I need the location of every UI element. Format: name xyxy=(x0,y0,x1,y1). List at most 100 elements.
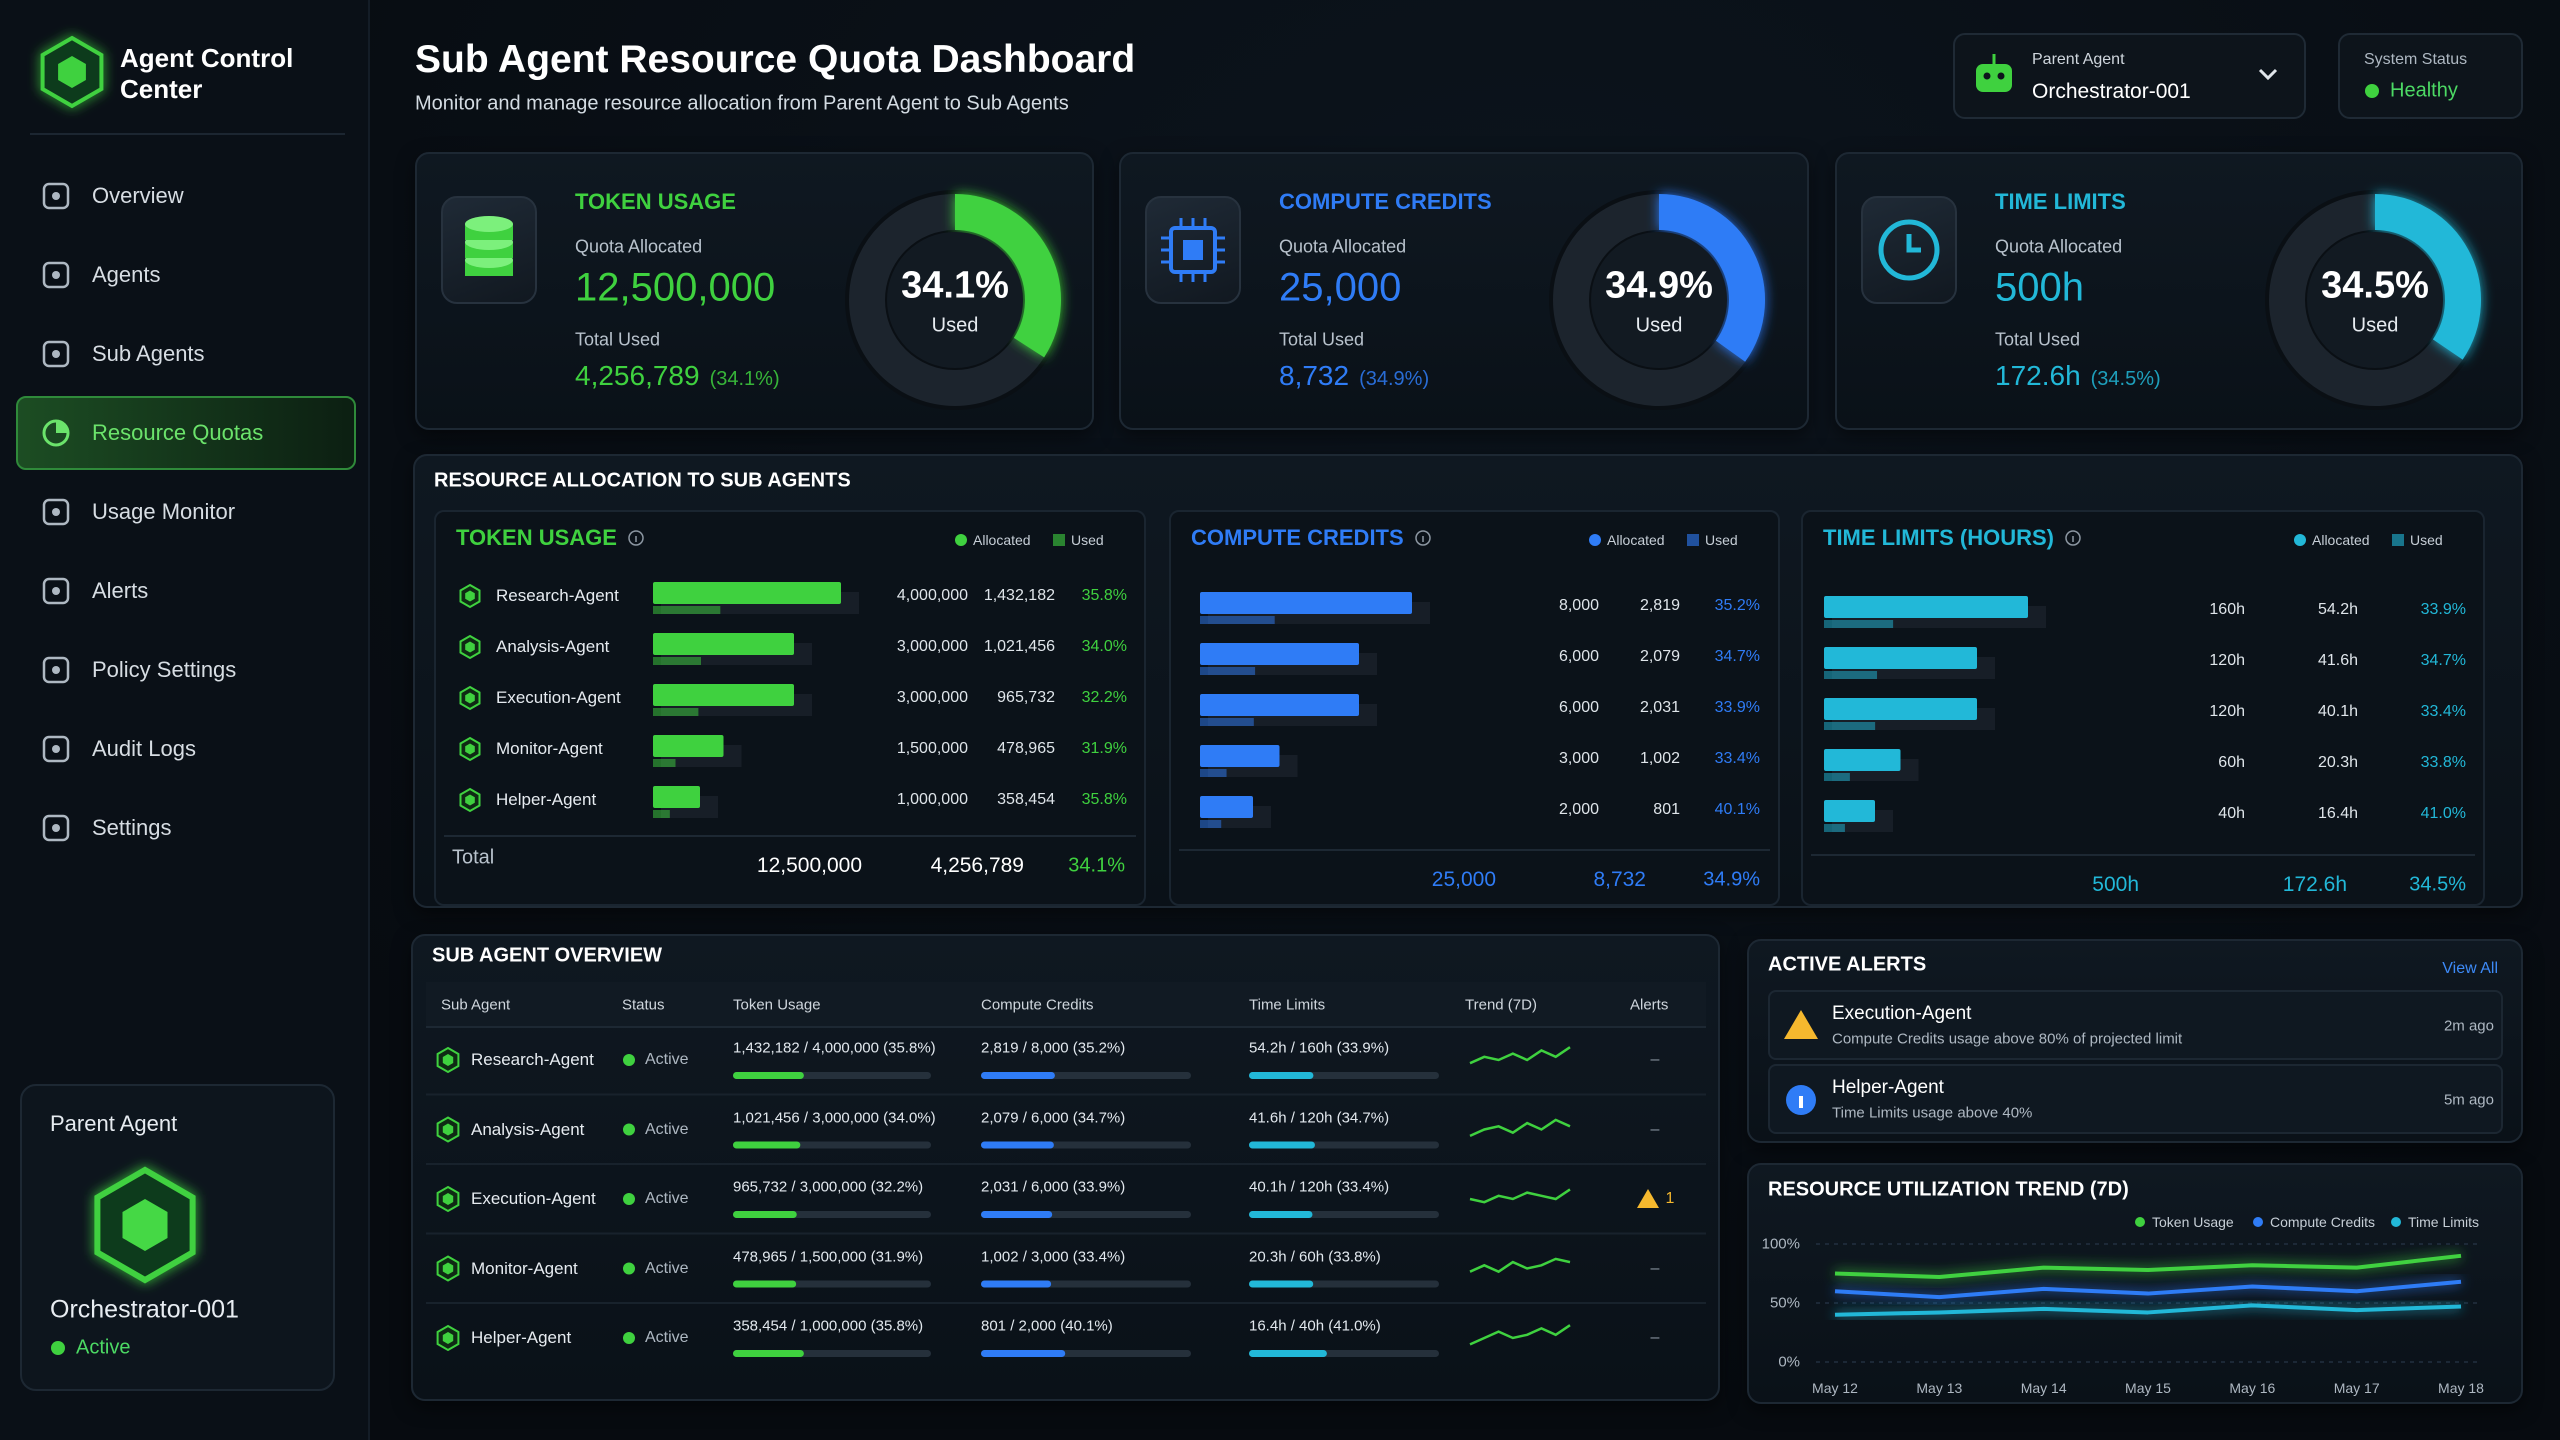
nav-item[interactable]: Sub Agents xyxy=(92,341,205,366)
gauge-label: 34.5% xyxy=(2321,264,2429,307)
nav-item[interactable]: Usage Monitor xyxy=(92,499,236,524)
robot-eye xyxy=(1997,72,2005,80)
parent-agent-value[interactable]: Orchestrator-001 xyxy=(2032,80,2191,103)
allocated-value: 4,000,000 xyxy=(896,587,968,604)
parent-status: Active xyxy=(76,1336,131,1359)
progress-fill xyxy=(1249,1211,1313,1218)
allocated-value: 40h xyxy=(2218,805,2245,822)
used-pct: 33.9% xyxy=(1714,699,1760,716)
system-status-value: Healthy xyxy=(2390,79,2458,102)
agent-name[interactable]: Execution-Agent xyxy=(471,1189,596,1208)
progress-fill xyxy=(733,1350,804,1357)
card-used: 4,256,789 xyxy=(575,360,700,391)
allocated-value: 6,000 xyxy=(1558,699,1599,716)
nav-icon xyxy=(52,271,60,279)
card-used-row: 4,256,789 (34.1%) xyxy=(575,360,780,392)
metric-text: 965,732 / 3,000,000 (32.2%) xyxy=(733,1178,924,1196)
nav-item[interactable]: Alerts xyxy=(92,578,149,603)
card-icon-tile xyxy=(1861,196,1957,304)
nav-icon xyxy=(42,814,70,842)
used-bar xyxy=(1200,820,1222,828)
metric-text: 40.1h / 120h (33.4%) xyxy=(1249,1178,1390,1196)
nav-item[interactable]: Agents xyxy=(92,262,161,287)
used-bar xyxy=(653,657,702,665)
progress-fill xyxy=(981,1072,1055,1079)
x-tick-label: May 13 xyxy=(1916,1380,1963,1396)
nav-item[interactable]: Audit Logs xyxy=(92,736,196,761)
agent-name[interactable]: Monitor-Agent xyxy=(471,1258,578,1278)
allocated-bar xyxy=(1824,698,1977,720)
trend-panel xyxy=(1747,1163,2523,1404)
alert-count: – xyxy=(1650,1259,1660,1277)
column-header: Status xyxy=(622,996,665,1014)
progress-fill xyxy=(1249,1141,1315,1149)
panel-title-row: TIME LIMITS (HOURS) xyxy=(1823,525,2082,551)
agent-icon-core xyxy=(442,1262,454,1275)
allocated-bar xyxy=(653,735,724,757)
agent-name[interactable]: Analysis-Agent xyxy=(471,1119,585,1139)
y-tick-label: 50% xyxy=(1769,1294,1800,1312)
nav-item[interactable]: Resource Quotas xyxy=(92,420,264,445)
agent-name: Monitor-Agent xyxy=(496,739,603,758)
info-ring xyxy=(628,530,644,546)
agent-status: Active xyxy=(645,1329,689,1346)
nav-icon xyxy=(42,656,70,684)
total-pct: 34.5% xyxy=(2409,873,2466,896)
metric-text: 358,454 / 1,000,000 (35.8%) xyxy=(733,1317,924,1335)
alert-count: 1 xyxy=(1665,1190,1675,1207)
info-icon[interactable] xyxy=(627,529,645,547)
panel-title-row: COMPUTE CREDITS xyxy=(1191,525,1432,551)
total-allocated: 500h xyxy=(2092,873,2139,896)
agent-name: Analysis-Agent xyxy=(496,637,610,656)
info-icon[interactable] xyxy=(1414,529,1432,547)
used-pct: 33.9% xyxy=(2420,601,2466,618)
nav-icon xyxy=(52,666,60,674)
metric-text: 1,002 / 3,000 (33.4%) xyxy=(981,1248,1126,1265)
sparkline xyxy=(1469,1257,1571,1274)
card-allocated: 12,500,000 xyxy=(575,265,776,310)
gauge-label: 34.1% xyxy=(901,264,1009,307)
icon-part xyxy=(1878,219,1940,281)
section-title: ACTIVE ALERTS xyxy=(1768,953,1927,976)
agent-name[interactable]: Research-Agent xyxy=(471,1050,594,1069)
used-value: 20.3h xyxy=(2317,754,2358,771)
nav-icon xyxy=(42,340,70,368)
allocated-value: 160h xyxy=(2209,601,2245,618)
view-all-link[interactable]: View All xyxy=(2442,960,2498,977)
total-used: 172.6h xyxy=(2282,873,2347,896)
used-pct: 34.7% xyxy=(1714,648,1760,665)
legend-label: Used xyxy=(1705,532,1738,548)
alert-time: 5m ago xyxy=(2443,1091,2494,1109)
agent-name[interactable]: Helper-Agent xyxy=(471,1328,572,1347)
info-icon[interactable] xyxy=(2064,529,2082,547)
warning-icon xyxy=(1784,1010,1818,1039)
x-tick-label: May 12 xyxy=(1812,1380,1858,1396)
status-dot xyxy=(623,1262,635,1275)
card-used-label: Total Used xyxy=(575,329,661,350)
total-pct: 34.1% xyxy=(1068,854,1125,877)
status-dot xyxy=(623,1193,635,1205)
used-value: 1,021,456 xyxy=(983,638,1055,655)
used-bar xyxy=(1824,824,1845,832)
alert-count: – xyxy=(1650,1120,1660,1138)
used-pct: 31.9% xyxy=(1081,740,1127,757)
icon-part xyxy=(1906,234,1921,253)
legend-dot xyxy=(2253,1217,2263,1227)
alert-item xyxy=(1768,990,2503,1060)
nav-item[interactable]: Overview xyxy=(92,183,184,208)
used-bar xyxy=(1200,667,1256,675)
gauge-label: 34.9% xyxy=(1605,264,1713,307)
sparkline xyxy=(1469,1188,1571,1204)
used-bar xyxy=(1824,773,1850,781)
allocated-value: 1,500,000 xyxy=(896,740,968,757)
alert-agent: Helper-Agent xyxy=(1832,1077,1944,1098)
nav-item[interactable]: Policy Settings xyxy=(92,657,237,682)
used-value: 1,432,182 xyxy=(983,587,1055,604)
metric-text: 2,031 / 6,000 (33.9%) xyxy=(981,1178,1126,1196)
card-used-row: 8,732 (34.9%) xyxy=(1279,360,1429,392)
card-allocated: 500h xyxy=(1995,265,2084,310)
progress-fill xyxy=(981,1350,1066,1357)
x-tick-label: May 14 xyxy=(2020,1380,2067,1396)
nav-item[interactable]: Settings xyxy=(92,815,172,840)
